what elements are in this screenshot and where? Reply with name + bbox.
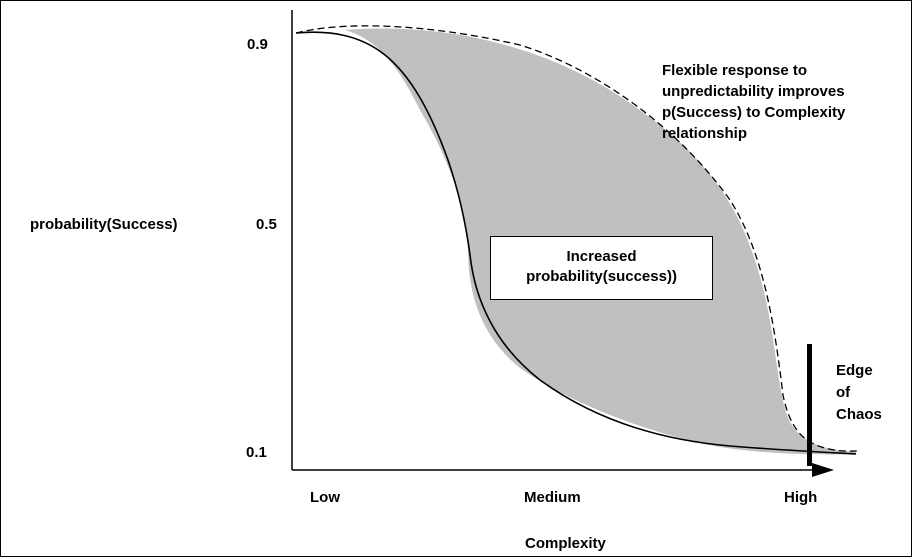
increased-probability-box: Increased probability(success)) [490,236,713,300]
y-tick-0-1: 0.1 [246,444,267,461]
y-axis-label: probability(Success) [30,216,178,233]
x-tick-high: High [784,489,818,506]
y-tick-0-5: 0.5 [256,216,277,233]
edge-of-chaos-bar [807,344,812,466]
x-tick-medium: Medium [524,489,581,506]
baseline-curve [295,31,857,455]
x-axis-label: Complexity [525,535,606,552]
improved-curve [295,25,859,452]
x-tick-low: Low [310,489,340,506]
y-tick-0-9: 0.9 [247,36,268,53]
annotation-text: Flexible response to unpredictability im… [662,62,846,142]
edge-of-chaos-label: Edge of Chaos [836,362,882,423]
x-axis-arrowhead [812,463,834,477]
